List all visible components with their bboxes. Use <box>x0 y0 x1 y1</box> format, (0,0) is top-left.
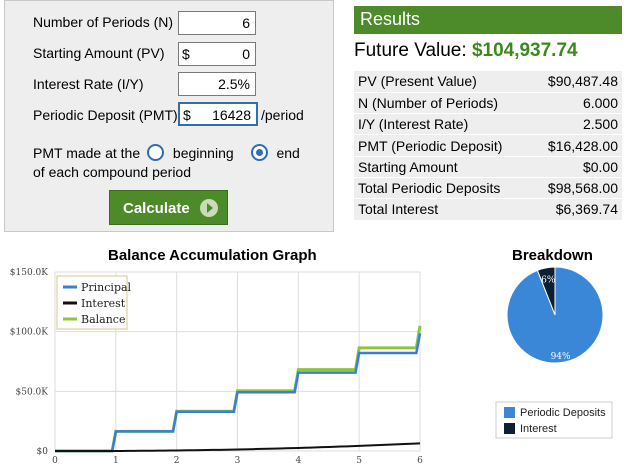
table-row: Starting Amount $0.00 <box>354 156 622 178</box>
starting-amount-currency: $ <box>182 46 190 62</box>
legend-swatch <box>504 407 515 418</box>
pmt-timing-prefix: PMT made at the <box>33 145 141 161</box>
periodic-deposit-value: 16428 <box>212 107 251 123</box>
row-value: $6,369.74 <box>531 198 622 221</box>
row-label: N (Number of Periods) <box>354 92 532 115</box>
row-label: Total Interest <box>354 198 532 221</box>
row-value: 2.500 <box>531 113 622 136</box>
table-row: PMT (Periodic Deposit) $16,428.00 <box>354 134 622 157</box>
periodic-deposit-label: Periodic Deposit (PMT) <box>33 107 178 123</box>
principal-series-line <box>55 333 422 453</box>
y-tick-label: $150.0K <box>10 268 48 278</box>
x-tick-label: 3 <box>235 456 241 466</box>
legend-label: Principal <box>81 281 132 294</box>
periodic-deposit-input[interactable]: $ 16428 <box>178 102 258 126</box>
table-row: Total Interest $6,369.74 <box>354 198 622 221</box>
legend-swatch <box>504 423 515 434</box>
legend-label: Interest <box>520 423 557 435</box>
starting-amount-input[interactable]: $ 0 <box>178 42 256 66</box>
y-tick-label: $50.0K <box>16 387 49 397</box>
pmt-timing-row: PMT made at the beginning end <box>33 144 300 161</box>
pie-data-label: 6% <box>541 276 556 286</box>
x-tick-label: 0 <box>52 456 58 466</box>
row-value: $0.00 <box>531 156 622 178</box>
table-row: Total Periodic Deposits $98,568.00 <box>354 177 622 200</box>
x-tick-label: 5 <box>356 456 362 466</box>
end-label[interactable]: end <box>276 145 300 161</box>
row-label: PMT (Periodic Deposit) <box>354 134 532 157</box>
interest-rate-label: Interest Rate (I/Y) <box>33 76 144 92</box>
results-header: Results <box>354 6 622 34</box>
legend-label: Balance <box>81 313 125 326</box>
table-row: N (Number of Periods) 6.000 <box>354 92 622 115</box>
interest-rate-input[interactable]: 2.5% <box>178 72 256 96</box>
starting-amount-label: Starting Amount (PV) <box>33 45 165 61</box>
per-period-suffix: /period <box>261 107 304 123</box>
beginning-label[interactable]: beginning <box>172 145 234 161</box>
row-value: $90,487.48 <box>531 71 622 93</box>
beginning-radio[interactable] <box>147 144 165 161</box>
row-label: PV (Present Value) <box>354 71 532 93</box>
row-label: Starting Amount <box>354 156 532 178</box>
row-label: Total Periodic Deposits <box>354 177 532 200</box>
balance-chart-title: Balance Accumulation Graph <box>108 247 317 264</box>
y-tick-label: $100.0K <box>10 328 48 338</box>
breakdown-chart-title: Breakdown <box>512 247 593 264</box>
calculate-button[interactable]: Calculate <box>109 190 228 225</box>
x-tick-label: 4 <box>295 456 301 466</box>
pie-data-label: 94% <box>551 352 571 362</box>
end-radio[interactable] <box>250 144 268 161</box>
calculator-form: Number of Periods (N) 6 Starting Amount … <box>4 0 334 232</box>
row-value: $98,568.00 <box>531 177 622 200</box>
future-value: $104,937.74 <box>471 40 578 61</box>
y-tick-label: $0 <box>37 447 49 457</box>
pmt-timing-suffix: of each compound period <box>33 164 191 180</box>
future-value-label: Future Value: <box>354 40 467 61</box>
periodic-deposit-currency: $ <box>183 107 191 123</box>
calculate-label: Calculate <box>123 200 190 217</box>
periods-input[interactable]: 6 <box>178 11 256 35</box>
table-row: PV (Present Value) $90,487.48 <box>354 71 622 93</box>
periods-label: Number of Periods (N) <box>33 14 174 30</box>
results-table: PV (Present Value) $90,487.48 N (Number o… <box>354 71 622 221</box>
table-row: I/Y (Interest Rate) 2.500 <box>354 113 622 136</box>
starting-amount-value: 0 <box>242 46 250 62</box>
x-tick-label: 2 <box>174 456 180 466</box>
interest-rate-value: 2.5% <box>218 76 250 92</box>
interest-series-line <box>55 442 421 452</box>
legend-label: Interest <box>81 297 126 310</box>
x-tick-label: 6 <box>417 456 423 466</box>
pie-slice <box>506 266 604 364</box>
periods-value: 6 <box>242 15 250 31</box>
future-value-line: Future Value: $104,937.74 <box>354 40 578 62</box>
x-tick-label: 1 <box>113 456 119 466</box>
row-label: I/Y (Interest Rate) <box>354 113 532 136</box>
play-arrow-icon <box>200 199 218 217</box>
row-value: 6.000 <box>531 92 622 115</box>
pie-legend-box <box>495 401 613 439</box>
row-value: $16,428.00 <box>531 134 622 157</box>
legend-label: Periodic Deposits <box>520 407 606 419</box>
